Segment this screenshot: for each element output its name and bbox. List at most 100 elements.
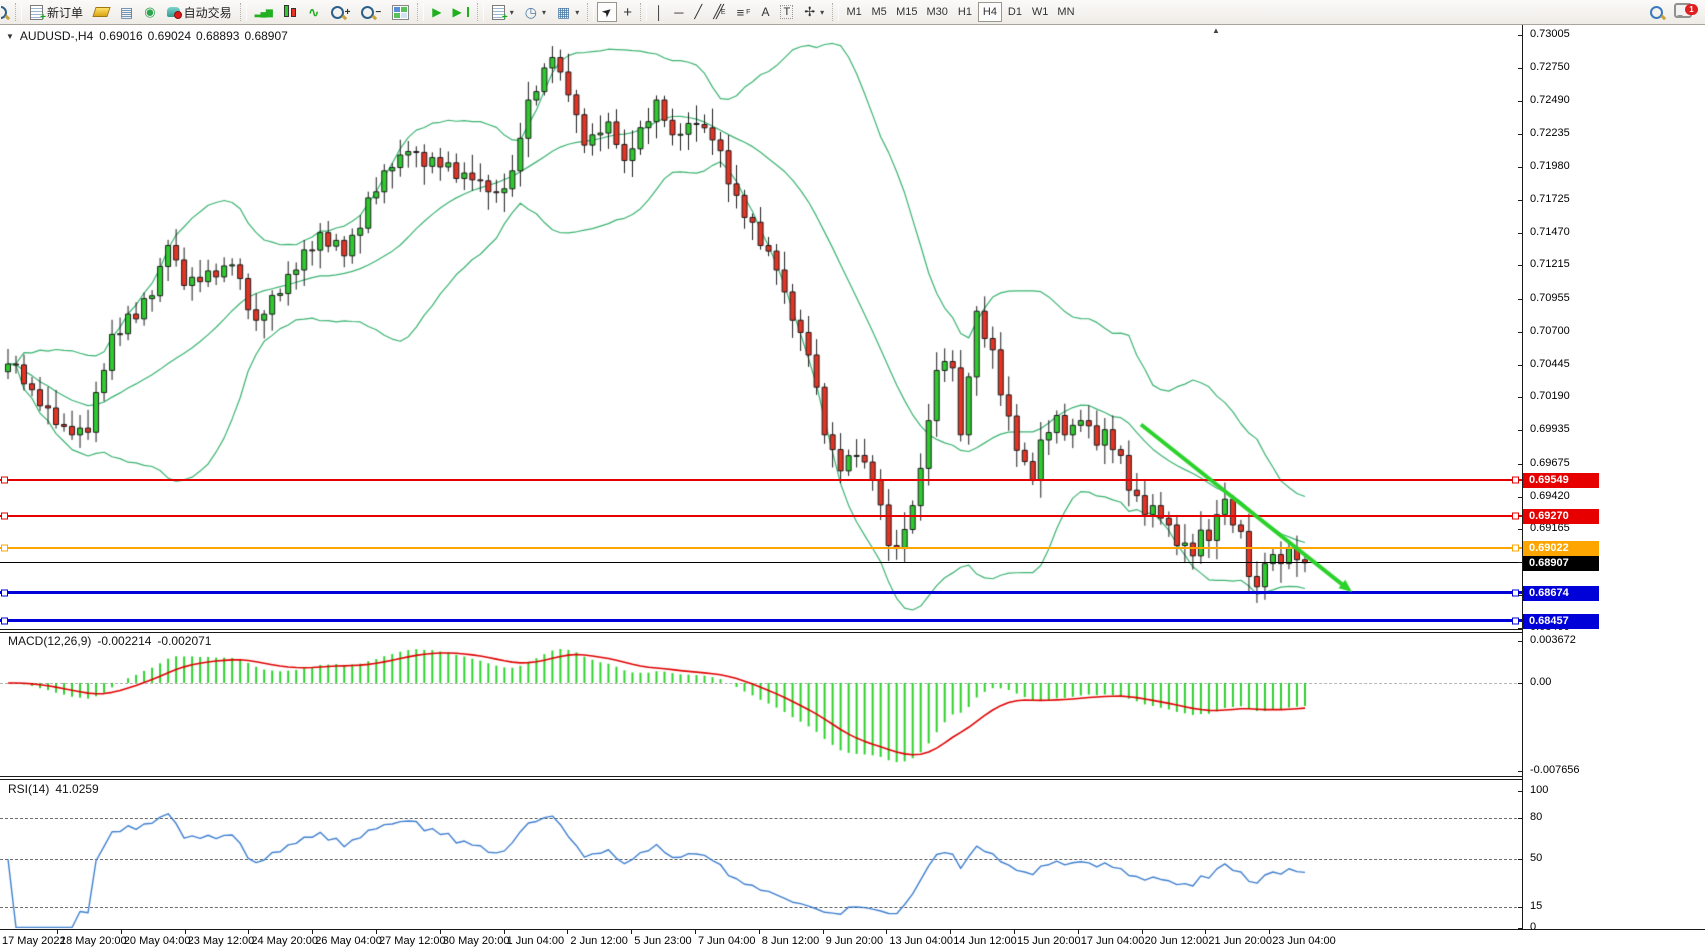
time-label: 15 Jun 20:00 <box>1017 935 1081 947</box>
line-handle[interactable] <box>1512 617 1519 625</box>
autotrade-button[interactable]: 自动交易 <box>162 2 237 22</box>
notifications-button[interactable]: 1 <box>1669 2 1698 22</box>
indicator-tick <box>1518 640 1523 642</box>
profiles-button[interactable]: ◷ ▾ <box>520 2 551 22</box>
price-tick-label: 0.71470 <box>1530 225 1570 238</box>
timeframe-button-mn[interactable]: MN <box>1053 2 1078 22</box>
bid-price-line[interactable] <box>0 562 1522 564</box>
autotrade-icon <box>166 7 182 19</box>
chart-preview-button[interactable] <box>0 2 12 22</box>
open-value: 0.69016 <box>99 29 143 43</box>
magnifier-icon <box>1 5 7 19</box>
price-tick <box>1518 496 1523 498</box>
timeframe-button-m1[interactable]: M1 <box>842 2 866 22</box>
time-label: 21 Jun 20:00 <box>1208 935 1273 947</box>
trendline-tool-button[interactable]: ╱ <box>689 2 707 22</box>
horizontal-line-0.69549[interactable] <box>0 476 1522 484</box>
toolbar-separator <box>640 3 648 21</box>
zoom-out-button[interactable]: − <box>356 2 386 22</box>
channel-tool-button[interactable]: ╱╱ E <box>708 2 730 22</box>
market-watch-button[interactable]: ▤ <box>115 2 138 22</box>
fibonacci-icon: ≡ <box>736 4 745 20</box>
candle-chart-mode-button[interactable] <box>278 2 302 22</box>
timeframe-button-h4[interactable]: H4 <box>977 2 1002 22</box>
timeframe-button-w1[interactable]: W1 <box>1028 2 1053 22</box>
text-tool-button[interactable]: A <box>756 2 774 22</box>
new-order-icon: + <box>30 4 46 22</box>
price-tick-label: 0.69935 <box>1530 423 1570 436</box>
indicator-tick <box>1518 770 1523 772</box>
line-handle[interactable] <box>1 544 8 552</box>
pane-separator-macd[interactable] <box>0 629 1705 633</box>
cursor-tool-button[interactable]: ➤ <box>597 2 618 22</box>
price-tick <box>1518 298 1523 300</box>
line-price-tag: 0.69022 <box>1523 540 1599 556</box>
chat-icon: 1 <box>1674 3 1698 21</box>
horizontal-line-tool-button[interactable]: ─ <box>669 2 688 22</box>
one-click-collapse-icon[interactable]: ▼ <box>6 31 14 41</box>
bar-chart-mode-button[interactable]: ▂▄▆ <box>250 2 277 22</box>
auto-scroll-icon: ▶ <box>432 5 442 19</box>
line-chart-icon: ∿ <box>307 4 320 20</box>
line-handle[interactable] <box>1 617 8 625</box>
arrows-tool-button[interactable]: ✢ ▾ <box>799 2 829 22</box>
time-label: 9 Jun 20:00 <box>825 935 884 947</box>
horizontal-line-0.69022[interactable] <box>0 544 1522 552</box>
price-axis[interactable]: 0.73005 0.72750 0.72490 0.72235 0.71980 0.717… <box>1518 25 1705 933</box>
time-axis[interactable]: 17 May 2022 18 May 20:00 20 May 04:00 23 Ma… <box>0 929 1705 947</box>
line-handle[interactable] <box>1512 512 1519 520</box>
time-label: 17 May 2022 <box>2 935 66 947</box>
macd-signal-value: -0.002071 <box>157 634 212 648</box>
chart-shift-marker-icon[interactable]: ▲ <box>1212 26 1220 35</box>
line-chart-mode-button[interactable]: ∿ <box>303 2 325 22</box>
new-chart-button[interactable]: + ▾ <box>487 2 519 22</box>
horizontal-line-0.69270[interactable] <box>0 512 1522 520</box>
price-tick-label: 0.69420 <box>1530 489 1570 502</box>
line-handle[interactable] <box>1 589 8 597</box>
vertical-line-tool-button[interactable]: │ <box>650 2 668 22</box>
templates-button[interactable]: ▦ ▾ <box>552 2 584 22</box>
text-label-tool-button[interactable]: T <box>775 2 798 22</box>
signals-button[interactable]: ◉ <box>139 2 160 22</box>
new-order-button[interactable]: + 新订单 <box>25 2 88 22</box>
horizontal-line-0.68457[interactable] <box>0 617 1522 625</box>
timeframe-button-d1[interactable]: D1 <box>1003 2 1027 22</box>
fibonacci-tool-button[interactable]: ≡ F <box>732 2 756 22</box>
timeframe-button-h1[interactable]: H1 <box>953 2 977 22</box>
price-tick-label: 0.72750 <box>1530 60 1570 73</box>
crosshair-tool-button[interactable]: + <box>618 2 637 22</box>
toolbar-separator <box>417 3 425 21</box>
line-handle[interactable] <box>1512 476 1519 484</box>
time-tick <box>312 930 314 934</box>
time-label: 7 Jun 04:00 <box>698 935 756 947</box>
time-label: 27 May 12:00 <box>379 935 446 947</box>
time-label: 1 Jun 04:00 <box>506 935 565 947</box>
auto-scroll-button[interactable]: ▶ <box>427 2 446 22</box>
chart-shift-button[interactable]: ▶ <box>448 2 474 22</box>
macd-name: MACD(12,26,9) <box>8 634 92 648</box>
tile-windows-button[interactable] <box>387 2 414 22</box>
zoom-in-button[interactable]: + <box>326 2 356 22</box>
price-tick-label: 0.70445 <box>1530 357 1570 370</box>
price-tick-label: 0.69675 <box>1530 456 1570 469</box>
time-tick <box>758 930 760 934</box>
time-tick <box>1205 930 1207 934</box>
price-tick <box>1518 265 1523 267</box>
price-tick <box>1518 134 1523 136</box>
trendline-icon: ╱ <box>694 4 703 19</box>
pane-separator-rsi[interactable] <box>0 776 1705 780</box>
time-tick <box>567 930 569 934</box>
timeframe-button-m15[interactable]: M15 <box>892 2 921 22</box>
line-handle[interactable] <box>1512 544 1519 552</box>
line-handle[interactable] <box>1 476 8 484</box>
search-button[interactable] <box>1645 2 1668 22</box>
timeframe-button-m5[interactable]: M5 <box>867 2 891 22</box>
horizontal-line-0.68674[interactable] <box>0 589 1522 597</box>
line-handle[interactable] <box>1 512 8 520</box>
gold-instrument-button[interactable] <box>89 2 114 22</box>
chart-window[interactable]: ▼ AUDUSD-,H4 0.69016 0.69024 0.68893 0.6… <box>0 25 1705 947</box>
new-order-label: 新订单 <box>47 5 84 20</box>
timeframe-button-m30[interactable]: M30 <box>923 2 952 22</box>
vertical-line-icon: │ <box>655 4 664 20</box>
toolbar-separator <box>476 3 484 21</box>
